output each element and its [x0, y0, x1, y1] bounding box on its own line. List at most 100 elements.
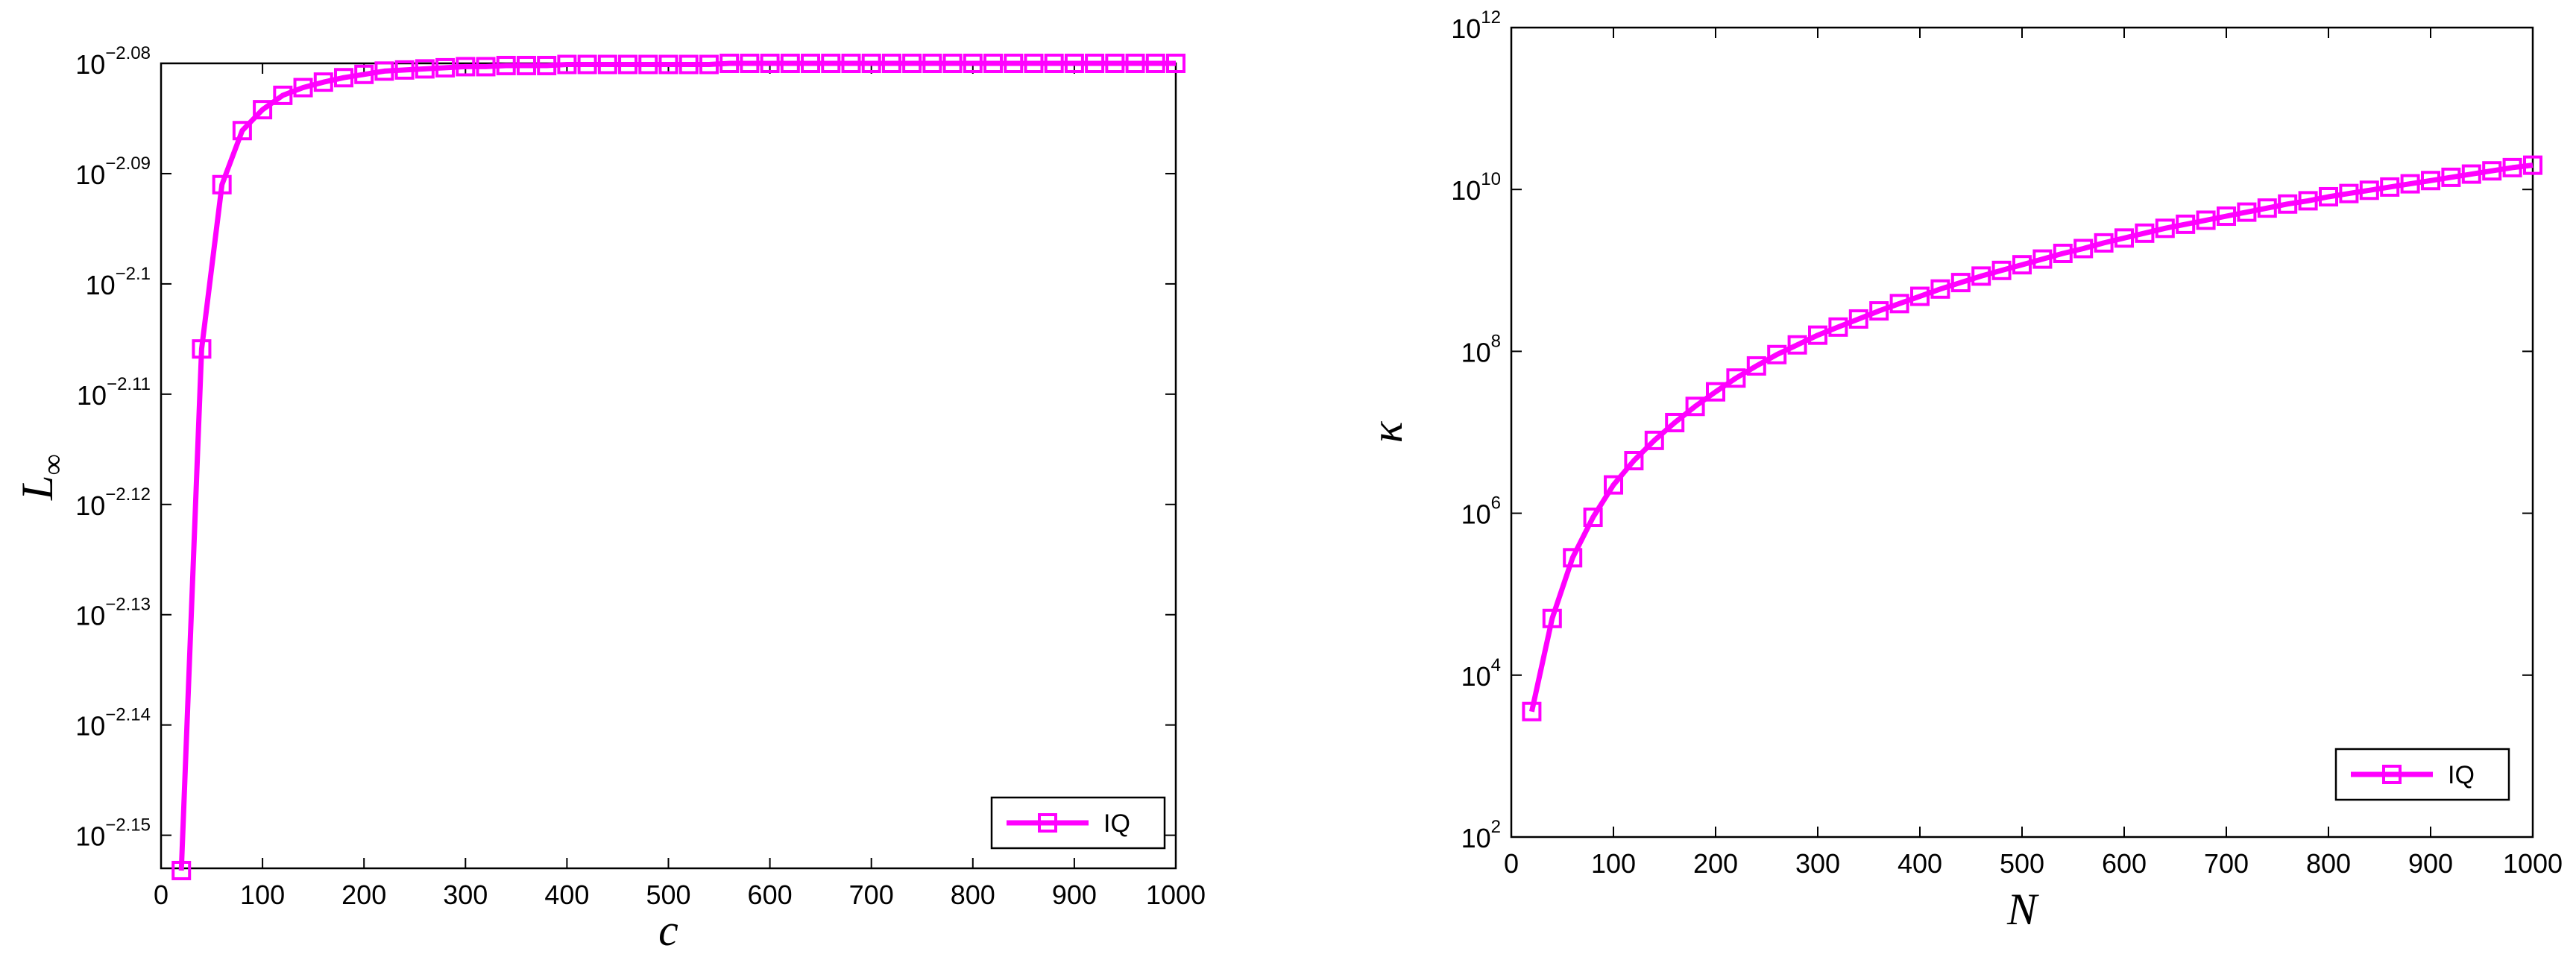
x-axis-label: c: [658, 906, 678, 955]
data-point-marker: [2155, 218, 2175, 239]
data-point-marker: [719, 54, 740, 73]
y-tick-base: 10: [1461, 337, 1491, 367]
x-tick-label: 100: [240, 880, 285, 910]
y-tick-base: 10: [86, 270, 116, 300]
x-tick-label: 700: [2204, 848, 2249, 879]
data-point-marker: [2339, 183, 2359, 203]
y-tick-label: 10−2.11: [77, 374, 151, 411]
x-axis-label: N: [2006, 885, 2039, 934]
data-point-marker: [1685, 397, 1705, 417]
data-point-marker: [983, 54, 1004, 73]
data-point-marker: [537, 55, 557, 75]
y-tick-exponent: 4: [1491, 655, 1501, 675]
y-tick-base: 10: [77, 380, 107, 411]
legend-label: IQ: [1103, 809, 1130, 838]
data-point-marker: [1024, 54, 1044, 73]
legend: IQ: [990, 796, 1166, 850]
data-point-marker: [1166, 54, 1185, 73]
x-tick-label: 400: [544, 880, 589, 910]
y-tick-base: 10: [1461, 499, 1491, 530]
data-point-marker: [699, 54, 719, 75]
y-tick-exponent: 12: [1481, 7, 1501, 28]
data-point-marker: [2176, 214, 2196, 234]
y-tick-label: 1010: [1451, 169, 1501, 206]
data-point-marker: [1105, 54, 1125, 73]
y-tick-exponent: −2.13: [105, 595, 151, 615]
data-point-marker: [1726, 368, 1746, 388]
y-axis-label-main: L: [13, 476, 62, 501]
data-point-marker: [253, 100, 273, 120]
data-point-marker: [192, 339, 212, 359]
data-point-marker: [1522, 701, 1542, 721]
data-point-marker: [861, 54, 881, 73]
x-tick-label: 0: [154, 880, 169, 910]
plot-area-frame: [160, 62, 1177, 870]
data-point-marker: [577, 54, 597, 75]
data-point-marker: [1085, 54, 1105, 73]
data-point-marker: [1064, 54, 1084, 73]
y-tick-exponent: 2: [1491, 817, 1501, 837]
y-tick-label: 10−2.1: [86, 264, 151, 300]
data-point-marker: [1542, 608, 1562, 628]
data-point-marker: [313, 72, 333, 92]
data-point-marker: [1991, 260, 2012, 280]
y-axis-label-main: κ: [1362, 420, 1411, 443]
data-point-marker: [496, 55, 516, 75]
x-tick-label: 900: [2408, 848, 2453, 879]
data-point-marker: [740, 54, 760, 73]
data-point-marker: [1930, 279, 1950, 299]
data-point-marker: [293, 78, 313, 98]
y-tick-label: 10−2.09: [75, 154, 151, 190]
data-point-marker: [2257, 198, 2277, 218]
x-tick-label: 800: [2306, 848, 2351, 879]
legend: IQ: [2334, 748, 2510, 801]
legend-marker-swatch: [1038, 813, 1057, 833]
data-point-marker: [2502, 157, 2522, 177]
data-point-marker: [2298, 191, 2318, 211]
y-tick-exponent: −2.12: [105, 484, 151, 505]
data-point-marker: [2482, 161, 2502, 181]
legend-label: IQ: [2448, 761, 2475, 789]
data-point-marker: [1125, 54, 1145, 73]
data-point-marker: [1583, 508, 1603, 528]
data-point-marker: [394, 60, 415, 80]
data-point-marker: [2135, 223, 2155, 243]
data-point-marker: [2073, 239, 2094, 259]
data-point-marker: [2094, 233, 2114, 253]
x-tick-label: 200: [1693, 848, 1738, 879]
x-tick-label: 0: [1504, 848, 1519, 879]
data-point-marker: [942, 54, 963, 73]
data-point-marker: [902, 54, 922, 73]
data-point-marker: [1665, 412, 1685, 432]
x-tick-label: 400: [1898, 848, 1942, 879]
y-tick-base: 10: [1451, 175, 1481, 206]
data-point-marker: [232, 121, 252, 141]
y-tick-label: 10−2.08: [75, 43, 151, 80]
data-point-marker: [1767, 344, 1787, 364]
data-point-marker: [2461, 164, 2481, 184]
data-point-marker: [1848, 309, 1868, 329]
data-point-marker: [1950, 273, 1971, 293]
y-tick-label: 10−2.12: [75, 484, 151, 521]
data-point-marker: [1910, 286, 1930, 306]
data-point-marker: [476, 57, 496, 77]
y-tick-label: 104: [1461, 655, 1501, 692]
legend-marker-swatch: [2382, 765, 2402, 784]
y-tick-exponent: −2.14: [105, 705, 151, 725]
y-tick-base: 10: [75, 49, 105, 80]
data-point-marker: [2237, 202, 2257, 222]
y-tick-label: 102: [1461, 817, 1501, 853]
y-tick-base: 10: [75, 821, 105, 852]
data-point-marker: [1889, 294, 1909, 314]
data-point-marker: [1563, 548, 1583, 568]
y-tick-label: 10−2.13: [75, 595, 151, 631]
data-point-marker: [2032, 249, 2053, 269]
data-point-marker: [1828, 317, 1848, 337]
data-point-marker: [2217, 206, 2236, 227]
y-tick-label: 1012: [1451, 7, 1501, 44]
data-point-marker: [1644, 430, 1664, 450]
data-point-marker: [821, 54, 841, 73]
y-tick-label: 10−2.14: [75, 705, 151, 742]
x-tick-label: 100: [1591, 848, 1636, 879]
